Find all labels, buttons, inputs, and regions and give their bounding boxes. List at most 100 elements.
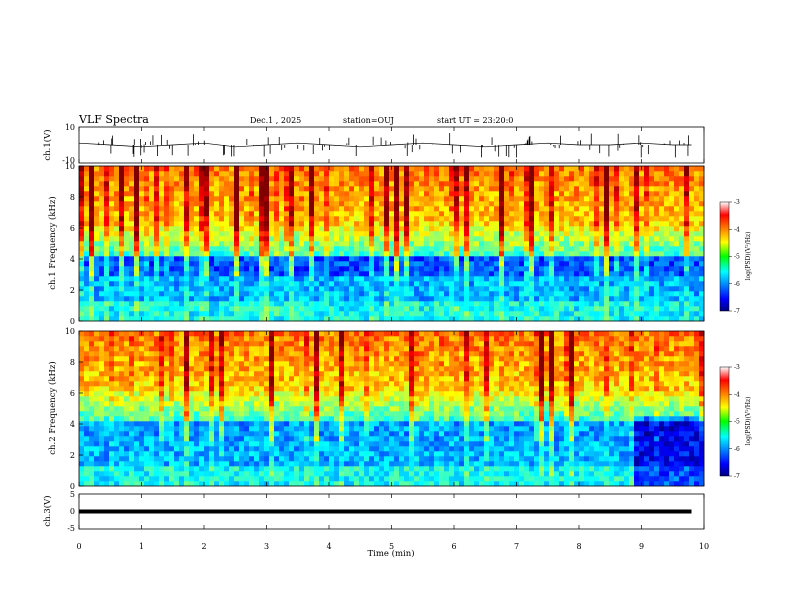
spectrogram-cell [514,266,520,272]
spectrogram-cell [539,256,545,262]
spectrogram-cell [129,416,135,422]
spectrogram-cell [534,236,540,242]
spectrogram-cell [239,221,245,227]
spectrogram-cell [569,216,575,222]
spectrogram-cell [329,286,335,292]
spectrogram-cell [209,261,215,267]
spectrogram-cell [639,171,645,177]
spectrogram-cell [254,191,260,197]
spectrogram-cell [169,191,175,197]
spectrogram-cell [139,271,145,277]
spectrogram-cell [529,171,535,177]
spectrogram-cell [194,231,200,237]
spectrogram-cell [179,281,185,287]
spectrogram-cell [89,301,95,307]
spectrogram-cell [114,401,120,407]
spectrogram-cell [409,276,415,282]
spectrogram-cell [109,421,115,427]
spectrogram-cell [429,276,435,282]
spectrogram-cell [504,221,510,227]
spectrogram-cell [134,426,140,432]
spectrogram-cell [139,306,145,312]
spectrogram-cell [259,246,265,252]
spectrogram-cell [174,341,180,347]
spectrogram-cell [539,266,545,272]
spectrogram-cell [219,376,225,382]
spectrogram-cell [584,316,590,322]
spectrogram-cell [399,301,405,307]
spectrogram-cell [214,436,220,442]
spectrogram-cell [474,241,480,247]
spectrogram-cell [119,351,125,357]
spectrogram-cell [229,236,235,242]
spectrogram-cell [364,201,370,207]
spectrogram-cell [514,246,520,252]
spectrogram-cell [399,296,405,302]
spectrogram-cell [604,261,610,267]
spectrogram-cell [139,356,145,362]
spectrogram-cell [624,271,630,277]
spectrogram-cell [204,331,210,337]
spectrogram-cell [514,231,520,237]
spectrogram-cell [434,206,440,212]
spectrogram-cell [154,196,160,202]
spectrogram-cell [94,421,100,427]
spectrogram-cell [109,431,115,437]
spectrogram-cell [199,286,205,292]
spectrogram-cell [524,251,530,257]
spectrogram-cell [224,256,230,262]
spectrogram-cell [144,256,150,262]
spectrogram-cell [239,311,245,317]
spectrogram-cell [589,276,595,282]
spectrogram-cell [634,296,640,302]
spectrogram-cell [374,216,380,222]
spectrogram-cell [479,316,485,322]
spectrogram-cell [339,251,345,257]
spectrogram-cell [459,216,465,222]
spectrogram-cell [159,241,165,247]
spectrogram-cell [364,276,370,282]
spectrogram-cell [384,246,390,252]
spectrogram-cell [99,436,105,442]
spectrogram-cell [619,231,625,237]
spectrogram-cell [259,191,265,197]
spectrogram-cell [119,381,125,387]
spectrogram-cell [319,296,325,302]
spectrogram-cell [144,246,150,252]
spectrogram-cell [434,271,440,277]
spectrogram-cell [149,271,155,277]
spectrogram-cell [459,261,465,267]
spectrogram-cell [554,206,560,212]
spectrogram-cell [79,391,85,397]
spectrogram-cell [169,316,175,322]
spectrogram-cell [464,221,470,227]
spectrogram-cell [364,216,370,222]
spectrogram-cell [564,301,570,307]
spectrogram-cell [614,286,620,292]
spectrogram-cell [99,241,105,247]
spectrogram-cell [409,236,415,242]
spectrogram-cell [169,391,175,397]
spectrogram-cell [234,266,240,272]
spectrogram-cell [329,311,335,317]
spectrogram-cell [359,231,365,237]
spectrogram-cell [464,216,470,222]
spectrogram-cell [689,181,695,187]
spectrogram-cell [374,306,380,312]
spectrogram-cell [339,311,345,317]
spectrogram-cell [299,301,305,307]
spectrogram-cell [389,231,395,237]
spectrogram-cell [274,216,280,222]
spectrogram-cell [614,306,620,312]
spectrogram-cell [464,211,470,217]
spectrogram-cell [134,471,140,477]
spectrogram-cell [459,241,465,247]
spectrogram-cell [229,296,235,302]
spectrogram-cell [169,251,175,257]
spectrogram-cell [394,246,400,252]
spectrogram-cell [689,301,695,307]
spectrogram-cell [369,306,375,312]
spectrogram-cell [309,171,315,177]
spectrogram-cell [389,171,395,177]
spectrogram-cell [559,236,565,242]
